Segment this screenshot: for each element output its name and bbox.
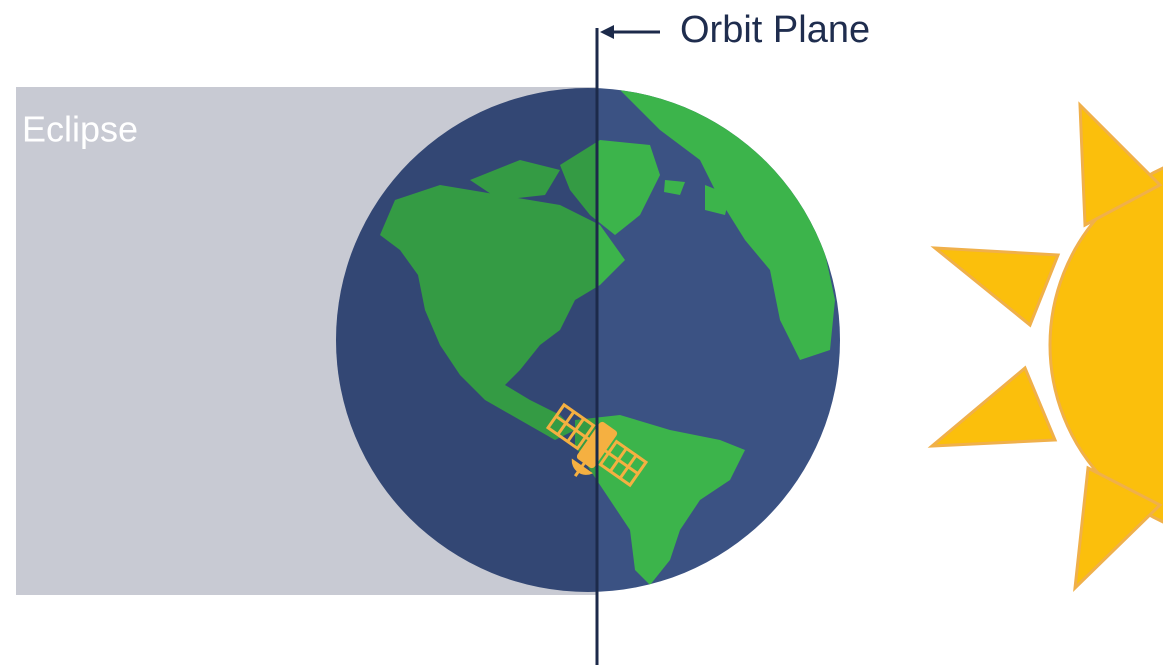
earth [336, 88, 840, 592]
arrow-head [600, 25, 614, 39]
eclipse-label: Eclipse [22, 109, 138, 150]
sun [927, 101, 1163, 592]
orbit-plane-label: Orbit Plane [680, 9, 870, 51]
